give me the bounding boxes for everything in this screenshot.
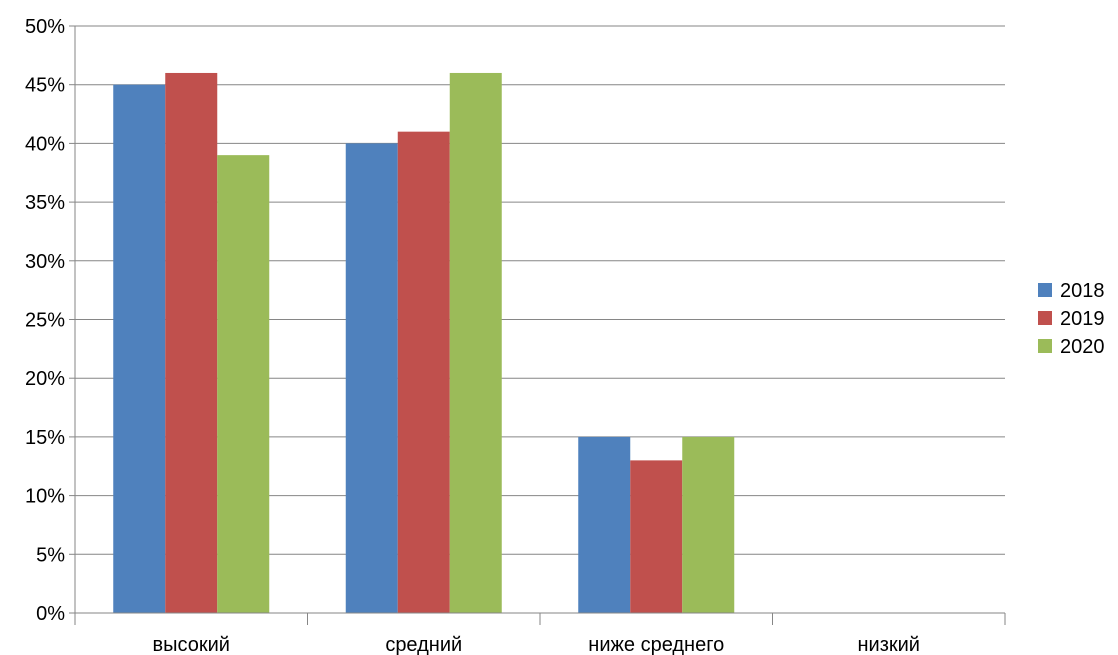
bar-2020-1	[449, 72, 502, 613]
x-tick-label: ниже среднего	[588, 634, 724, 655]
legend: 2018 2019 2020	[1038, 280, 1105, 358]
bars	[113, 72, 735, 613]
bar-2018-1	[345, 143, 398, 613]
y-tick-label: 20%	[25, 368, 65, 390]
x-tick-label: средний	[385, 634, 462, 655]
bar-2020-0	[217, 155, 270, 613]
y-tick-label: 15%	[25, 427, 65, 449]
legend-label: 2019	[1060, 308, 1105, 330]
axes	[69, 25, 1006, 625]
bar-2020-2	[682, 436, 735, 613]
y-tick-label: 25%	[25, 310, 65, 332]
bar-2018-0	[113, 84, 166, 613]
bar-2019-2	[630, 460, 683, 613]
y-tick-label: 35%	[25, 192, 65, 214]
x-tick-label: низкий	[858, 634, 920, 655]
y-tick-label: 30%	[25, 251, 65, 273]
legend-label: 2018	[1060, 280, 1105, 302]
y-tick-label: 50%	[25, 16, 65, 38]
legend-swatch-2019	[1038, 311, 1052, 325]
y-tick-label: 40%	[25, 133, 65, 155]
x-tick-label: высокий	[153, 634, 230, 655]
legend-swatch-2018	[1038, 283, 1052, 297]
y-tick-label: 5%	[36, 544, 65, 566]
bar-2019-0	[165, 72, 218, 613]
bar-2019-1	[397, 131, 450, 613]
y-tick-label: 0%	[36, 603, 65, 625]
y-tick-labels: 0% 5% 10% 15% 20% 25% 30% 35% 40% 45% 50%	[25, 16, 65, 625]
y-tick-label: 10%	[25, 486, 65, 508]
y-tick-label: 45%	[25, 75, 65, 97]
legend-label: 2020	[1060, 336, 1105, 358]
x-tick-labels: высокий средний ниже среднего низкий	[153, 634, 920, 655]
legend-swatch-2020	[1038, 339, 1052, 353]
bar-2018-2	[578, 436, 631, 613]
